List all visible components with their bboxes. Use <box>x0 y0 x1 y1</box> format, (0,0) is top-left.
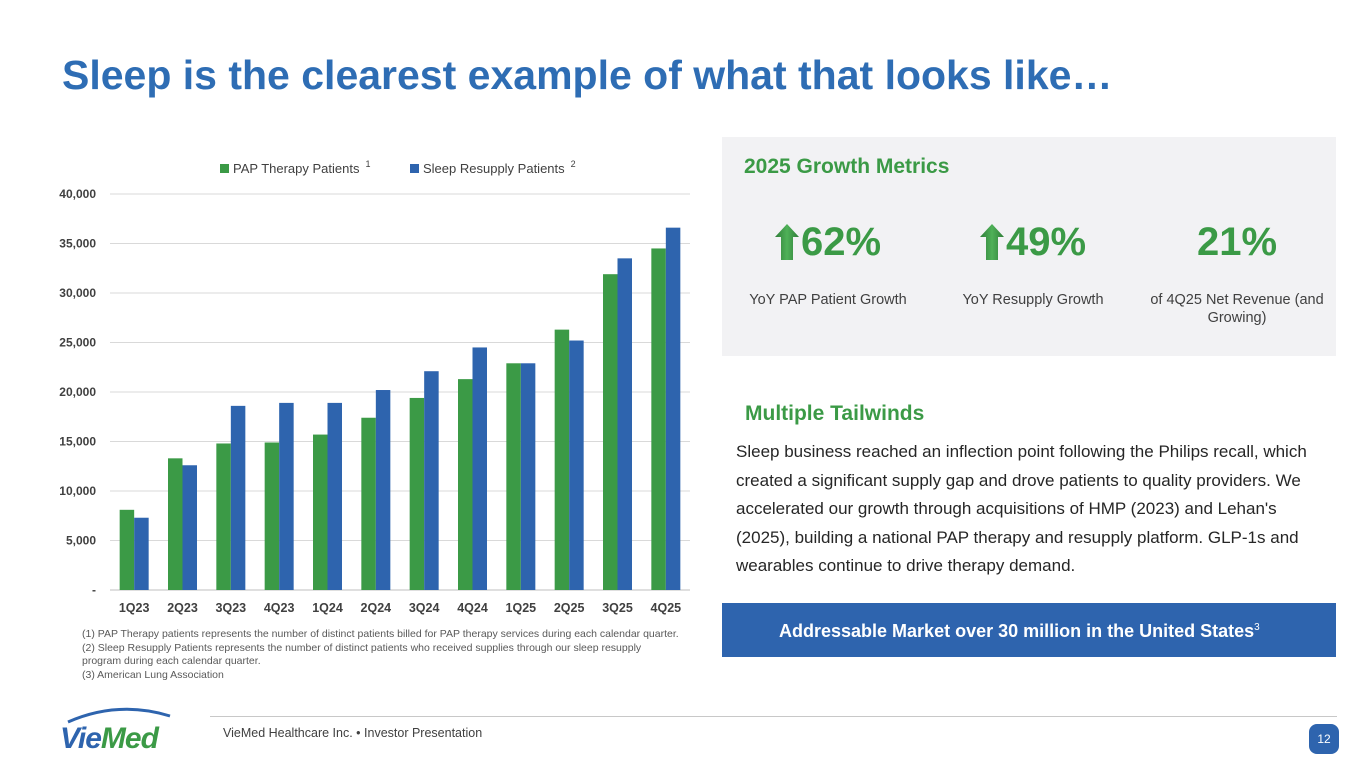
y-tick-label: 25,000 <box>59 336 96 350</box>
bar-resupply-4q25 <box>665 227 681 590</box>
bar-resupply-1q24 <box>327 402 342 590</box>
legend-footnote-ref: 2 <box>571 159 576 169</box>
metric-label: of 4Q25 Net Revenue (and Growing) <box>1150 292 1324 326</box>
bar-pap-1q23 <box>119 509 135 590</box>
legend-label-resupply: Sleep Resupply Patients <box>423 161 565 176</box>
metric-resupply-growth: 49% YoY Resupply Growth <box>933 219 1133 309</box>
x-tick-label: 3Q23 <box>216 601 247 615</box>
bar-resupply-2q25 <box>569 340 584 590</box>
y-tick-label: 15,000 <box>59 435 96 449</box>
x-tick-label: 3Q24 <box>409 601 440 615</box>
sleep-patients-chart: - 5,000 10,000 15,000 20,000 25,000 30,000 35,0… <box>59 159 690 615</box>
tailwinds-title: Multiple Tailwinds <box>745 402 925 425</box>
x-tick-label: 2Q25 <box>554 601 585 615</box>
growth-metrics-panel: 2025 Growth Metrics 62% YoY PAP Patient … <box>722 137 1336 356</box>
bar-pap-4q24 <box>458 379 473 590</box>
x-tick-label: 1Q24 <box>312 601 343 615</box>
metric-value: 49% <box>1005 219 1087 264</box>
up-arrow-icon <box>774 224 799 260</box>
metric-pap-growth: 62% YoY PAP Patient Growth <box>728 219 928 309</box>
bar-resupply-3q23 <box>230 405 246 590</box>
bar-resupply-4q24 <box>472 347 487 590</box>
metric-label: YoY Resupply Growth <box>962 292 1104 308</box>
x-tick-label: 2Q23 <box>167 601 198 615</box>
bar-resupply-1q25 <box>520 363 536 590</box>
y-tick-label: 5,000 <box>66 534 96 548</box>
bar-pap-3q25 <box>603 274 618 590</box>
x-tick-label: 4Q25 <box>651 601 682 615</box>
svg-text:VieMed: VieMed <box>60 722 160 755</box>
addressable-market-banner: Addressable Market over 30 million in th… <box>722 603 1336 657</box>
bar-resupply-3q25 <box>617 258 632 590</box>
bar-pap-1q25 <box>506 363 521 590</box>
footnote-1: (1) PAP Therapy patients represents the … <box>82 628 679 640</box>
x-tick-label: 4Q23 <box>264 601 295 615</box>
tailwinds-body: Sleep business reached an inflection poi… <box>736 442 1307 575</box>
x-tick-label: 1Q25 <box>506 601 537 615</box>
footer-text: VieMed Healthcare Inc. • Investor Presen… <box>223 726 483 740</box>
metric-label: YoY PAP Patient Growth <box>749 292 907 308</box>
growth-metrics-title: 2025 Growth Metrics <box>744 155 950 178</box>
y-tick-label: 10,000 <box>59 484 96 498</box>
footnote-3: (3) American Lung Association <box>82 669 224 681</box>
up-arrow-icon <box>979 224 1004 260</box>
y-tick-label: 20,000 <box>59 385 96 399</box>
bar-pap-2q24 <box>361 417 376 590</box>
metric-value: 21% <box>1196 219 1278 264</box>
metric-net-revenue-share: 21% of 4Q25 Net Revenue (and Growing) <box>1137 219 1337 327</box>
x-tick-label: 4Q24 <box>457 601 488 615</box>
bar-pap-3q24 <box>409 397 425 590</box>
footnote-2: (2) Sleep Resupply Patients represents t… <box>82 642 642 667</box>
legend-label-pap: PAP Therapy Patients <box>233 161 360 176</box>
metric-value: 62% <box>800 219 882 264</box>
bar-resupply-3q24 <box>424 371 439 590</box>
bar-pap-2q23 <box>168 458 183 590</box>
bar-resupply-4q23 <box>279 402 294 590</box>
y-tick-label: - <box>92 583 96 597</box>
bar-resupply-2q23 <box>182 465 197 590</box>
bar-pap-3q23 <box>216 443 231 590</box>
bar-pap-4q25 <box>651 248 666 590</box>
bar-resupply-1q23 <box>134 517 149 590</box>
y-tick-label: 40,000 <box>59 187 96 201</box>
footer-divider <box>210 716 1337 717</box>
x-tick-label: 2Q24 <box>361 601 392 615</box>
viemed-logo: VieMed <box>60 707 171 755</box>
legend-swatch-pap <box>220 164 229 173</box>
bar-pap-1q24 <box>313 434 328 590</box>
footnotes: (1) PAP Therapy patients represents the … <box>82 628 682 683</box>
addressable-market-footnote-ref: 3 <box>1254 622 1260 633</box>
page-number: 12 <box>1309 724 1339 754</box>
y-tick-label: 35,000 <box>59 237 96 251</box>
x-tick-label: 1Q23 <box>119 601 150 615</box>
bar-pap-4q23 <box>264 442 280 590</box>
page-title: Sleep is the clearest example of what th… <box>62 52 1113 98</box>
legend-swatch-resupply <box>410 164 419 173</box>
x-tick-label: 3Q25 <box>602 601 633 615</box>
y-tick-label: 30,000 <box>59 286 96 300</box>
bar-resupply-2q24 <box>375 390 391 590</box>
legend-footnote-ref: 1 <box>365 159 370 169</box>
addressable-market-text: Addressable Market over 30 million in th… <box>779 621 1260 642</box>
addressable-market-label: Addressable Market over 30 million in th… <box>779 621 1255 641</box>
bar-pap-2q25 <box>554 329 570 590</box>
